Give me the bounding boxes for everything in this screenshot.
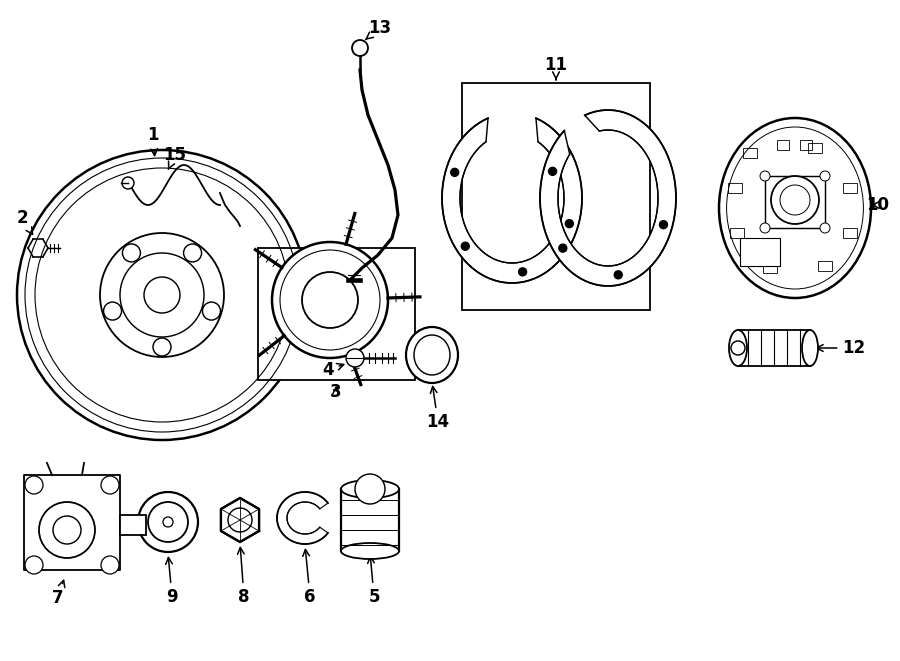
Text: 10: 10	[867, 196, 889, 214]
Circle shape	[559, 244, 567, 252]
Circle shape	[39, 502, 95, 558]
Circle shape	[272, 242, 388, 358]
Bar	[743, 148, 757, 158]
Circle shape	[148, 502, 188, 542]
Text: 13: 13	[365, 19, 392, 40]
Circle shape	[104, 302, 122, 320]
Polygon shape	[277, 492, 328, 544]
Circle shape	[820, 223, 830, 233]
Circle shape	[355, 474, 385, 504]
Bar	[777, 140, 789, 150]
Circle shape	[462, 242, 469, 251]
Bar	[843, 228, 857, 238]
Bar	[800, 140, 812, 150]
Ellipse shape	[341, 480, 399, 498]
Circle shape	[771, 176, 819, 224]
Bar	[843, 183, 857, 193]
Circle shape	[122, 177, 134, 189]
Circle shape	[101, 556, 119, 574]
Circle shape	[760, 171, 770, 181]
Circle shape	[138, 492, 198, 552]
Circle shape	[153, 338, 171, 356]
Circle shape	[163, 517, 173, 527]
Ellipse shape	[341, 543, 399, 559]
Text: 12: 12	[816, 339, 866, 357]
Text: 7: 7	[52, 580, 65, 607]
Ellipse shape	[729, 330, 747, 366]
Circle shape	[25, 556, 43, 574]
Text: 5: 5	[368, 557, 380, 606]
Circle shape	[25, 476, 43, 494]
Circle shape	[100, 233, 224, 357]
Text: 1: 1	[148, 126, 158, 155]
Circle shape	[202, 302, 220, 320]
Polygon shape	[220, 498, 259, 542]
Circle shape	[101, 476, 119, 494]
Text: 14: 14	[427, 387, 450, 431]
Polygon shape	[540, 110, 676, 286]
Circle shape	[549, 167, 556, 175]
Ellipse shape	[719, 118, 871, 298]
Text: 15: 15	[164, 146, 186, 169]
Bar	[730, 228, 744, 238]
Circle shape	[184, 244, 202, 262]
Circle shape	[122, 244, 140, 262]
Bar	[738, 330, 810, 366]
Bar	[765, 176, 825, 228]
Text: 6: 6	[302, 549, 316, 606]
Polygon shape	[442, 118, 582, 283]
Circle shape	[280, 250, 380, 350]
Circle shape	[820, 171, 830, 181]
Bar	[341, 489, 399, 551]
Circle shape	[565, 219, 573, 227]
Bar	[763, 263, 777, 273]
Text: 9: 9	[166, 557, 178, 606]
Circle shape	[228, 508, 252, 532]
Text: 4: 4	[322, 361, 344, 379]
Bar	[728, 183, 742, 193]
Circle shape	[660, 221, 668, 229]
Bar	[740, 238, 780, 266]
Bar	[258, 248, 415, 380]
Circle shape	[302, 272, 358, 328]
Circle shape	[614, 271, 622, 279]
Bar	[24, 475, 120, 570]
Bar	[808, 143, 822, 153]
Circle shape	[346, 349, 364, 367]
Text: 2: 2	[16, 209, 32, 234]
Bar	[120, 515, 146, 535]
Circle shape	[518, 268, 526, 276]
Circle shape	[17, 150, 307, 440]
Circle shape	[731, 341, 745, 355]
Circle shape	[144, 277, 180, 313]
Circle shape	[53, 516, 81, 544]
Bar	[818, 261, 832, 271]
Text: 11: 11	[544, 56, 568, 79]
Circle shape	[760, 223, 770, 233]
Ellipse shape	[406, 327, 458, 383]
Text: 3: 3	[330, 383, 342, 401]
Ellipse shape	[802, 330, 818, 366]
Ellipse shape	[414, 335, 450, 375]
Circle shape	[451, 169, 459, 176]
Circle shape	[352, 40, 368, 56]
Bar	[462, 83, 650, 310]
Circle shape	[120, 253, 204, 337]
Text: 8: 8	[238, 547, 250, 606]
